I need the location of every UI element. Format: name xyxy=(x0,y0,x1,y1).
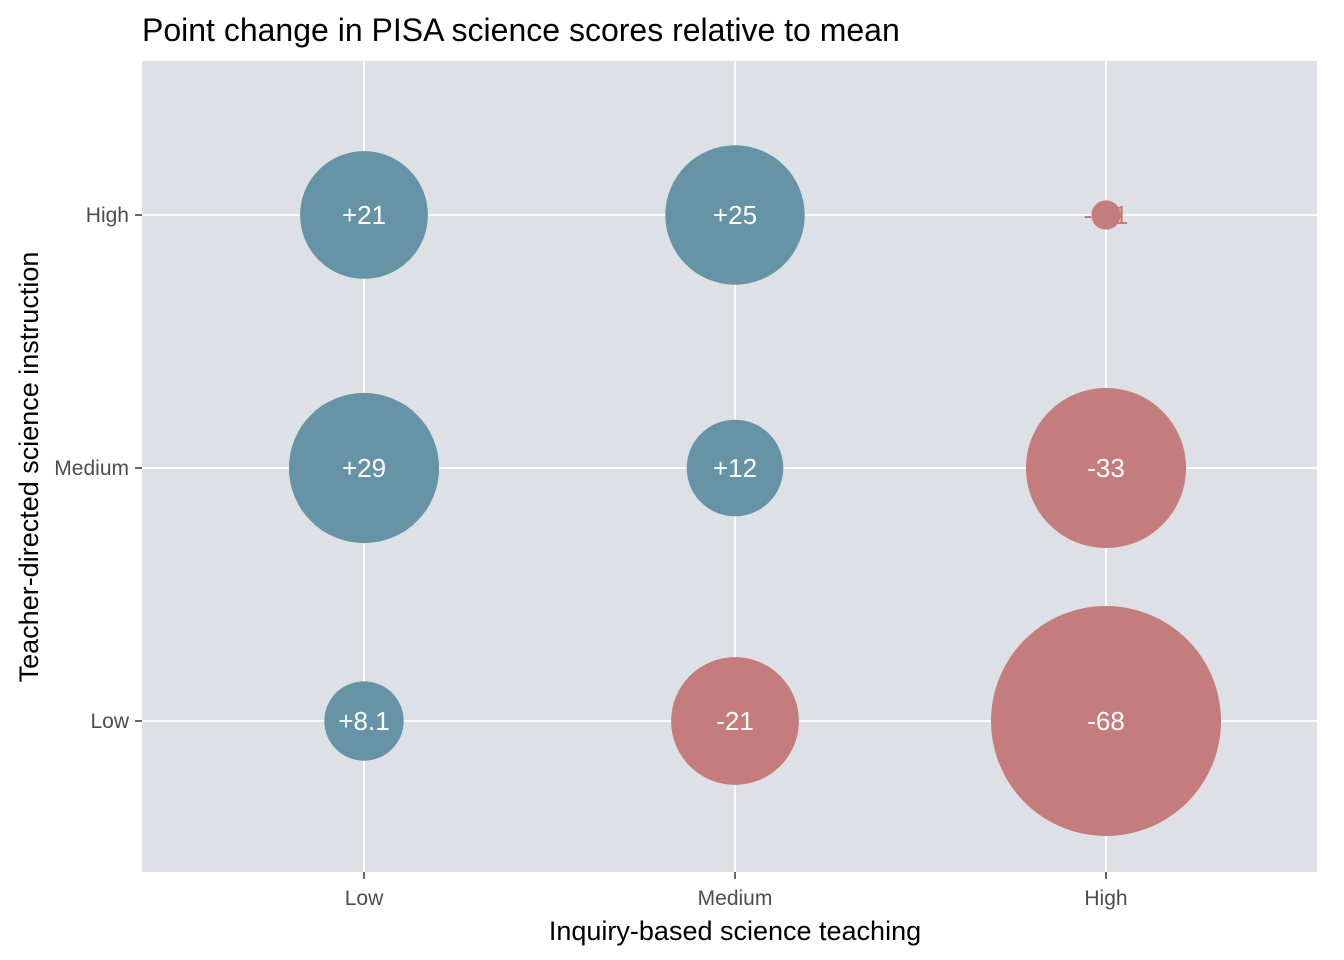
y-axis-title: Teacher-directed science instruction xyxy=(14,252,44,683)
bubble xyxy=(1091,200,1121,230)
bubble-label: +25 xyxy=(713,200,757,230)
chart-title: Point change in PISA science scores rela… xyxy=(142,12,900,48)
bubble xyxy=(288,392,440,544)
bubble xyxy=(686,419,784,517)
bubble-label: +21 xyxy=(342,200,386,230)
bubble xyxy=(991,606,1221,836)
x-tick-label: High xyxy=(1084,887,1127,910)
bubbles: +21 +25 -1.1 +29 +12 -33 +8.1 -21 -68 xyxy=(288,145,1221,836)
axes: Low Medium High Low Medium High xyxy=(54,204,1127,910)
bubble-label: +8.1 xyxy=(338,706,389,736)
bubble-label: +12 xyxy=(713,453,757,483)
x-tick-label: Medium xyxy=(698,887,773,910)
bubble xyxy=(665,145,805,285)
x-axis-title: Inquiry-based science teaching xyxy=(549,916,921,946)
bubble xyxy=(300,151,428,279)
bubble-label: -68 xyxy=(1087,706,1125,736)
y-tick-label: Medium xyxy=(54,457,129,480)
bubble xyxy=(671,657,799,785)
y-tick-label: Low xyxy=(90,710,129,733)
bubble xyxy=(324,681,404,761)
bubble xyxy=(1025,387,1187,549)
bubble-label: -21 xyxy=(716,706,754,736)
bubble-label: +29 xyxy=(342,453,386,483)
x-tick-label: Low xyxy=(345,887,384,910)
bubble-label: -1.1 xyxy=(1084,200,1129,230)
y-tick-label: High xyxy=(86,204,129,227)
bubble-label: -33 xyxy=(1087,453,1125,483)
